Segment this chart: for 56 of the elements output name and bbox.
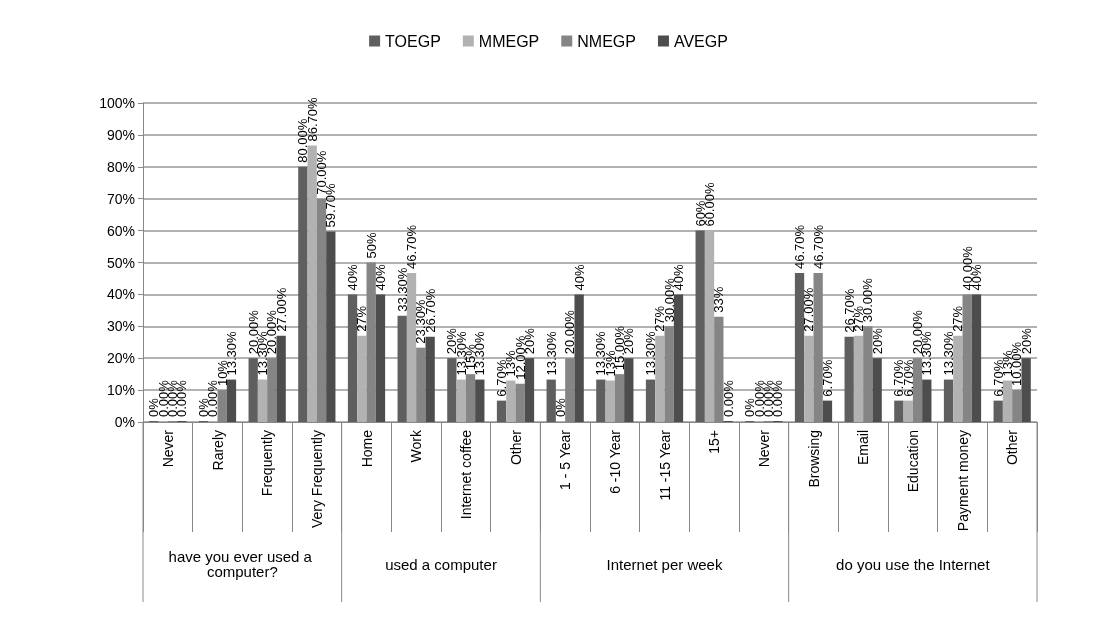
data-label: 13.30% xyxy=(941,331,957,376)
legend-label: NMEGP xyxy=(577,32,636,50)
data-label: 33% xyxy=(711,286,727,313)
x-tick-label: Frequently xyxy=(259,430,276,497)
y-tick-label: 0% xyxy=(114,414,135,430)
data-label: 20.00% xyxy=(562,309,578,355)
data-label: 20% xyxy=(869,327,885,355)
data-label: 27.00% xyxy=(801,287,817,332)
data-label: 0.00% xyxy=(720,379,736,417)
y-tick-label: 100% xyxy=(99,95,135,111)
y-tick-label: 40% xyxy=(106,286,135,303)
x-tick-label: 11 -15 Year xyxy=(656,429,673,501)
y-tick-label: 90% xyxy=(106,126,135,143)
text: do you use the Internet xyxy=(836,555,991,573)
x-tick-label: Payment money xyxy=(954,430,971,532)
x-tick-label: Rarely xyxy=(209,430,226,471)
data-label: 27% xyxy=(354,305,370,332)
x-tick-label: Never xyxy=(159,429,176,468)
data-label: 46.70% xyxy=(792,224,808,270)
text: used a computer xyxy=(385,555,497,573)
x-tick-label: Work xyxy=(408,429,425,463)
x-tick-label: Email xyxy=(855,430,872,466)
data-label: 0% xyxy=(553,397,569,417)
y-tick-label: 60% xyxy=(106,222,135,239)
legend-label: MMEGP xyxy=(478,32,540,50)
x-tick-label: Home xyxy=(358,429,375,468)
y-tick-label: 20% xyxy=(106,350,135,367)
text: have you ever used a computer? xyxy=(168,548,317,580)
legend-label: AVEGP xyxy=(673,32,728,50)
legend-label: TOEGP xyxy=(385,32,441,50)
data-label: 13.30% xyxy=(543,331,559,376)
y-tick-label: 80% xyxy=(106,158,135,175)
y-tick-label: 50% xyxy=(106,254,135,271)
y-tick-label: 30% xyxy=(106,318,135,335)
text: Internet per week xyxy=(606,555,723,573)
data-label: 27% xyxy=(950,305,966,332)
x-tick-label: Other xyxy=(507,429,524,466)
x-tick-label: 1 - 5 Year xyxy=(557,429,574,490)
data-label: 6.70% xyxy=(819,359,835,397)
x-tick-label: Never xyxy=(755,429,772,468)
x-tick-label: Internet coffee xyxy=(457,429,474,520)
data-label: 46.70% xyxy=(810,224,826,270)
x-tick-label: Very Frequently xyxy=(308,430,325,529)
data-label: 40% xyxy=(571,263,587,291)
data-label: 50% xyxy=(363,232,379,259)
x-tick-label: 15+ xyxy=(706,430,723,454)
y-tick-label: 10% xyxy=(106,382,135,399)
x-tick-label: Browsing xyxy=(805,430,822,488)
data-label: 40% xyxy=(372,263,388,291)
y-tick-label: 70% xyxy=(106,190,135,207)
data-label: 33.30% xyxy=(394,267,410,312)
data-label: 13.30% xyxy=(643,331,659,376)
data-label: 40% xyxy=(345,263,361,291)
x-tick-label: Other xyxy=(1004,429,1021,466)
x-tick-label: 6 -10 Year xyxy=(606,429,623,494)
x-tick-label: Education xyxy=(904,430,921,493)
